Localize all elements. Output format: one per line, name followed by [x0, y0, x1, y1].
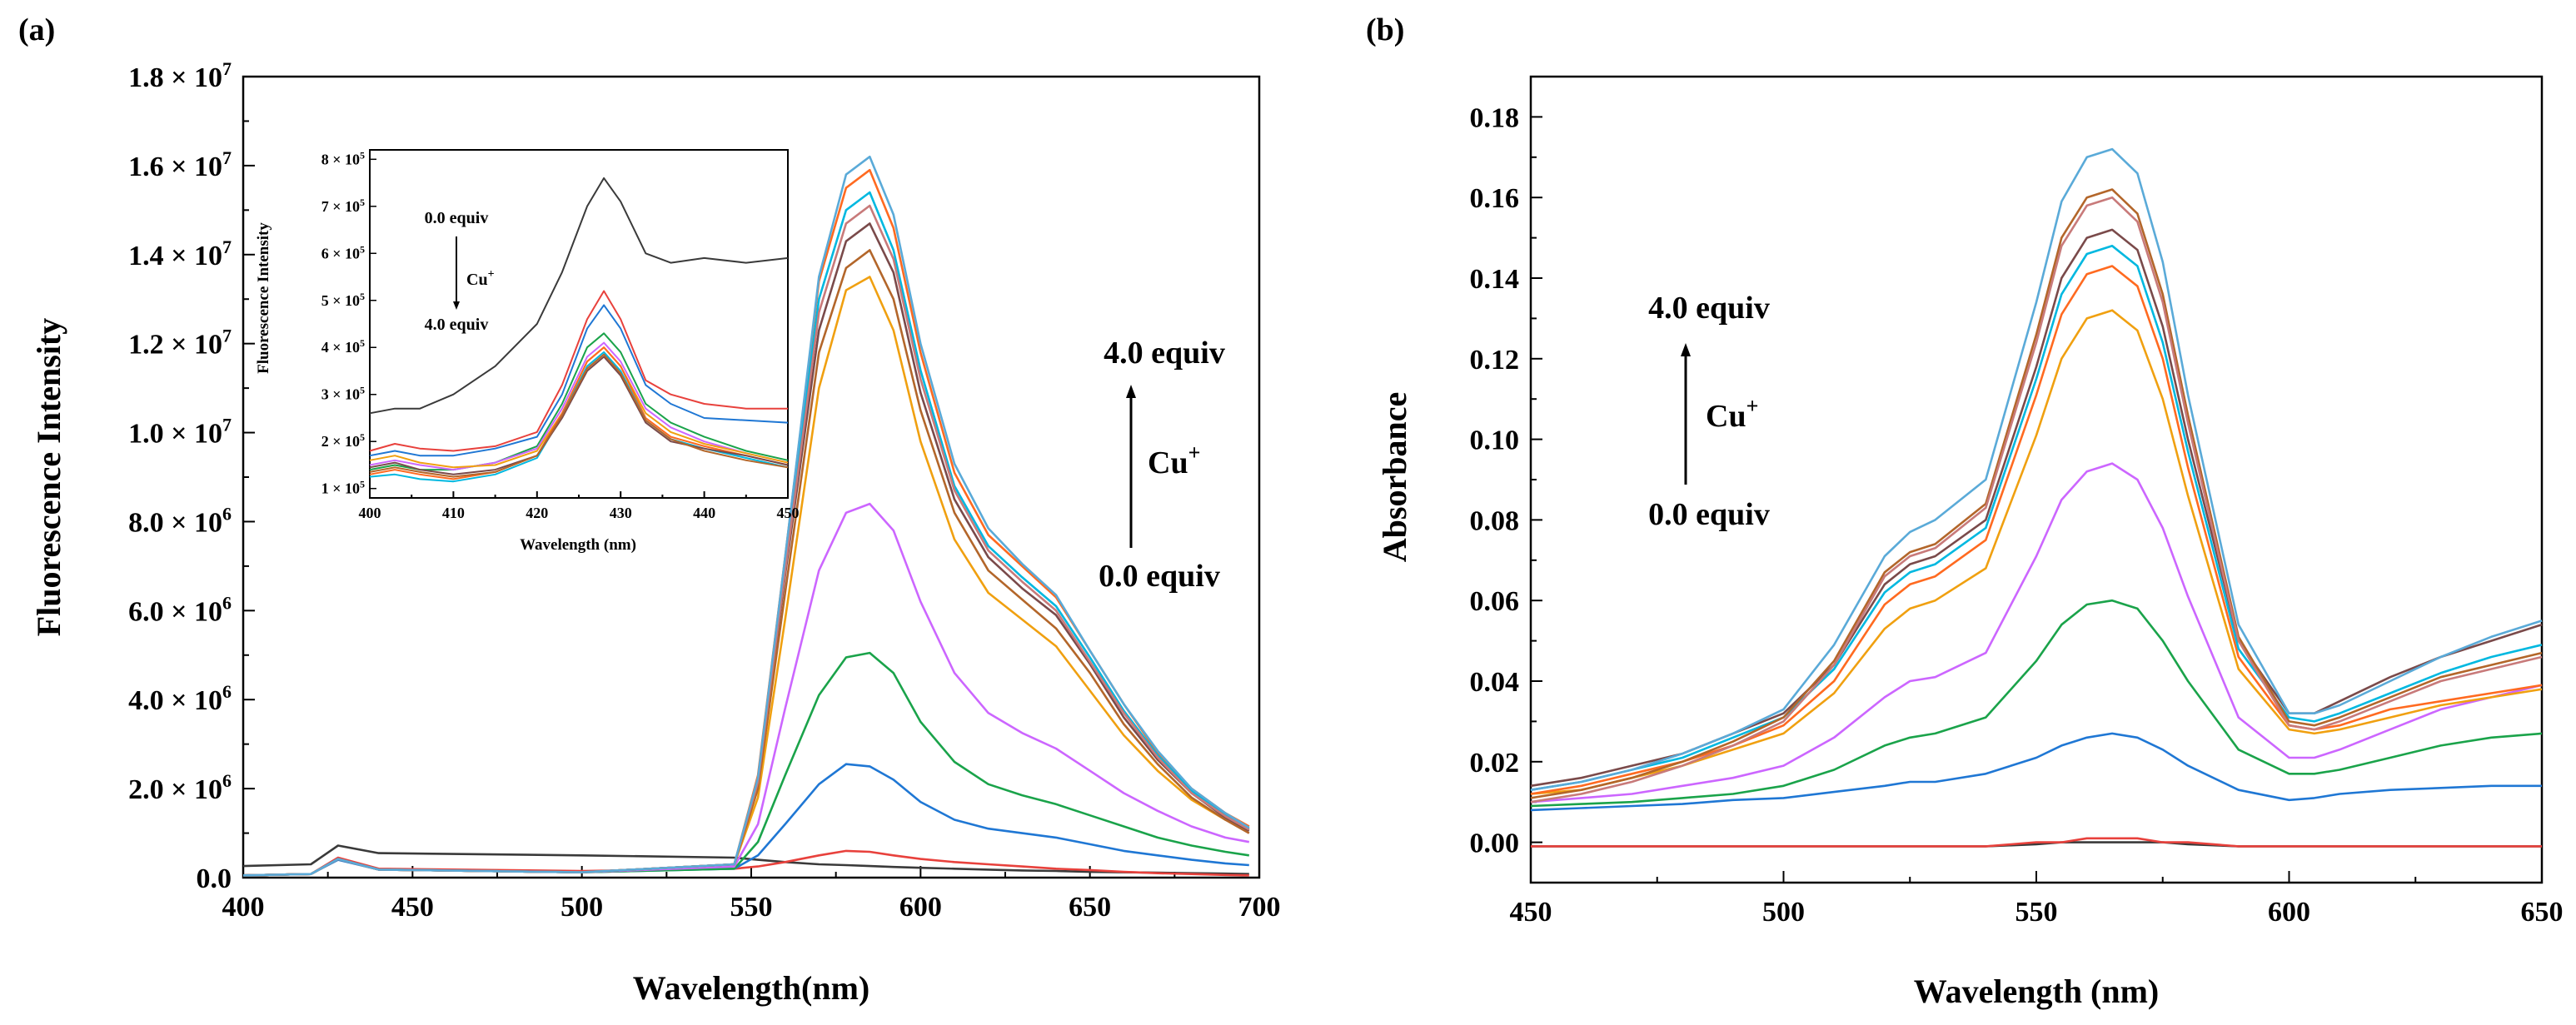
panel-b-y-tick-label: 0.18	[1470, 102, 1520, 133]
panel-a-y-tick-label: 1.6 × 107	[128, 147, 232, 182]
inset-y-tick-label: 2 × 105	[321, 431, 365, 450]
panel-a-y-ticks: 0.0 2.0 × 106 4.0 × 106 6.0 × 106 8.0 × 106 1…	[128, 58, 255, 894]
inset-annot-top: 0.0 equiv	[425, 209, 489, 227]
inset-y-tick-label: 7 × 105	[321, 197, 365, 215]
panel-b-series-line	[1530, 245, 2543, 791]
panel-a-arrow-head-icon	[1126, 385, 1136, 398]
panel-a-series-line	[242, 155, 1250, 877]
panel-b-x-axis-label: Wavelength (nm)	[1914, 973, 2159, 1010]
panel-a-x-tick-label: 500	[561, 892, 603, 923]
panel-b-x-tick-label: 500	[1762, 897, 1805, 928]
inset-series-line	[369, 353, 789, 478]
panel-b-label: (b)	[1366, 12, 1404, 47]
panel-b-y-tick-label: 0.08	[1470, 505, 1520, 536]
inset-y-tick-label: 4 × 105	[321, 337, 365, 356]
panel-a-y-tick-label: 6.0 × 106	[128, 592, 232, 627]
inset-x-tick-label: 410	[442, 505, 465, 521]
inset-series-line	[369, 177, 789, 415]
panel-b-y-axis-label: Absorbance	[1376, 392, 1413, 562]
panel-b-x-tick-label: 650	[2521, 897, 2564, 928]
panel-b-y-tick-label: 0.16	[1470, 183, 1520, 214]
inset-arrow-head-icon	[453, 301, 460, 310]
panel-a-y-tick-label: 8.0 × 106	[128, 503, 232, 538]
panel-a-x-tick-label: 400	[222, 892, 265, 923]
panel-a-annot-ion: Cu+	[1148, 440, 1200, 480]
panel-b-annot-bottom: 0.0 equiv	[1648, 497, 1770, 532]
inset-y-tick-label: 6 × 105	[321, 243, 365, 261]
panel-a-x-ticks: 400 450 500 550 600 650 700	[222, 866, 1281, 923]
panel-b-series	[1530, 147, 2543, 848]
panel-b-y-tick-label: 0.14	[1470, 264, 1520, 295]
panel-b-series-line	[1530, 188, 2543, 799]
inset-series-line	[369, 290, 788, 452]
panel-a-y-tick-label: 1.4 × 107	[128, 236, 232, 271]
panel-a-y-tick-label: 4.0 × 106	[128, 681, 232, 716]
panel-b-x-tick-label: 550	[2015, 897, 2058, 928]
panel-b-y-tick-label: 0.02	[1470, 748, 1520, 779]
inset-series-line	[369, 304, 789, 457]
panel-a-label: (a)	[18, 12, 55, 47]
panel-b-y-tick-label: 0.12	[1470, 345, 1520, 376]
panel-b-annot-top: 4.0 equiv	[1648, 291, 1770, 326]
panel-b-series-line	[1530, 196, 2543, 804]
inset-y-tick-label: 3 × 105	[321, 385, 365, 403]
panel-a-annot-bottom: 0.0 equiv	[1099, 559, 1220, 594]
inset-x-axis-label: Wavelength (nm)	[520, 536, 636, 554]
panel-b-series-line	[1530, 462, 2543, 804]
panel-b-y-tick-label: 0.10	[1470, 425, 1520, 456]
panel-a-y-tick-label: 2.0 × 106	[128, 770, 232, 805]
panel-b-series-line	[1530, 599, 2543, 808]
panel-b-annot-ion: Cu+	[1706, 394, 1758, 434]
panel-a-y-tick-label: 0.0	[197, 863, 232, 894]
panel-b-y-tick-label: 0.06	[1470, 586, 1520, 617]
panel-a-y-tick-label: 1.0 × 107	[128, 415, 232, 450]
panel-b-x-tick-label: 450	[1510, 897, 1552, 928]
inset-series-line	[369, 346, 789, 480]
panel-a-annot-top: 4.0 equiv	[1104, 336, 1225, 371]
panel-a-series	[242, 155, 1250, 877]
inset-y-tick-label: 1 × 105	[321, 479, 365, 497]
inset-x-tick-label: 420	[526, 505, 548, 521]
inset-series	[369, 177, 789, 483]
inset-annot-ion: Cu+	[466, 268, 495, 289]
inset-x-ticks: 400 410 420 430 440 450	[359, 491, 800, 521]
panel-b-x-tick-label: 600	[2268, 897, 2310, 928]
panel-a-y-tick-label: 1.8 × 107	[128, 58, 232, 93]
panel-b-annotation: 4.0 equiv Cu+ 0.0 equiv	[1648, 291, 1770, 532]
panel-a-x-tick-label: 450	[391, 892, 434, 923]
panel-b-series-line	[1530, 309, 2543, 795]
inset-x-tick-label: 450	[777, 505, 800, 521]
panel-a-y-axis-label: Fluorescence Intensity	[30, 318, 67, 637]
inset-annot-bottom: 4.0 equiv	[425, 316, 489, 334]
panel-b-arrow-head-icon	[1681, 343, 1691, 356]
panel-a-x-axis-label: Wavelength(nm)	[633, 969, 869, 1007]
inset-chart: 400 410 420 430 440 450 1 × 105 2 × 105 3 × 105…	[255, 149, 800, 554]
inset-y-axis-label: Fluorescence Intensity	[255, 222, 272, 374]
inset-x-tick-label: 400	[359, 505, 381, 521]
inset-y-ticks: 1 × 105 2 × 105 3 × 105 4 × 105 5 × 105 6 × 1…	[321, 149, 376, 497]
inset-series-line	[369, 341, 789, 471]
inset-x-tick-label: 440	[693, 505, 715, 521]
inset-x-tick-label: 430	[610, 505, 632, 521]
inset-series-line	[369, 332, 789, 471]
panel-a-x-tick-label: 650	[1069, 892, 1111, 923]
panel-a-series-line	[242, 849, 1249, 877]
panel-a-y-tick-label: 1.2 × 107	[128, 326, 232, 361]
panel-b-series-line	[1530, 147, 2543, 791]
panel-b-y-tick-label: 0.04	[1470, 667, 1520, 698]
panel-b-series-line	[1531, 837, 2542, 848]
panel-b-series-line	[1530, 732, 2542, 812]
panel-a-annotation: 4.0 equiv Cu+ 0.0 equiv	[1099, 336, 1225, 594]
panel-a-x-tick-label: 600	[899, 892, 942, 923]
panel-b-y-tick-label: 0.00	[1470, 828, 1520, 859]
panel-a-x-tick-label: 700	[1238, 892, 1281, 923]
panel-b-y-ticks: 0.00 0.02 0.04 0.06 0.08 0.10 0.12 0.14 0.16 0.18	[1470, 102, 1542, 859]
panel-a-x-tick-label: 550	[730, 892, 773, 923]
inset-y-tick-label: 5 × 105	[321, 291, 365, 309]
panel-b-x-ticks: 450 500 550 600 650	[1510, 871, 2564, 928]
inset-y-tick-label: 8 × 105	[321, 149, 365, 167]
